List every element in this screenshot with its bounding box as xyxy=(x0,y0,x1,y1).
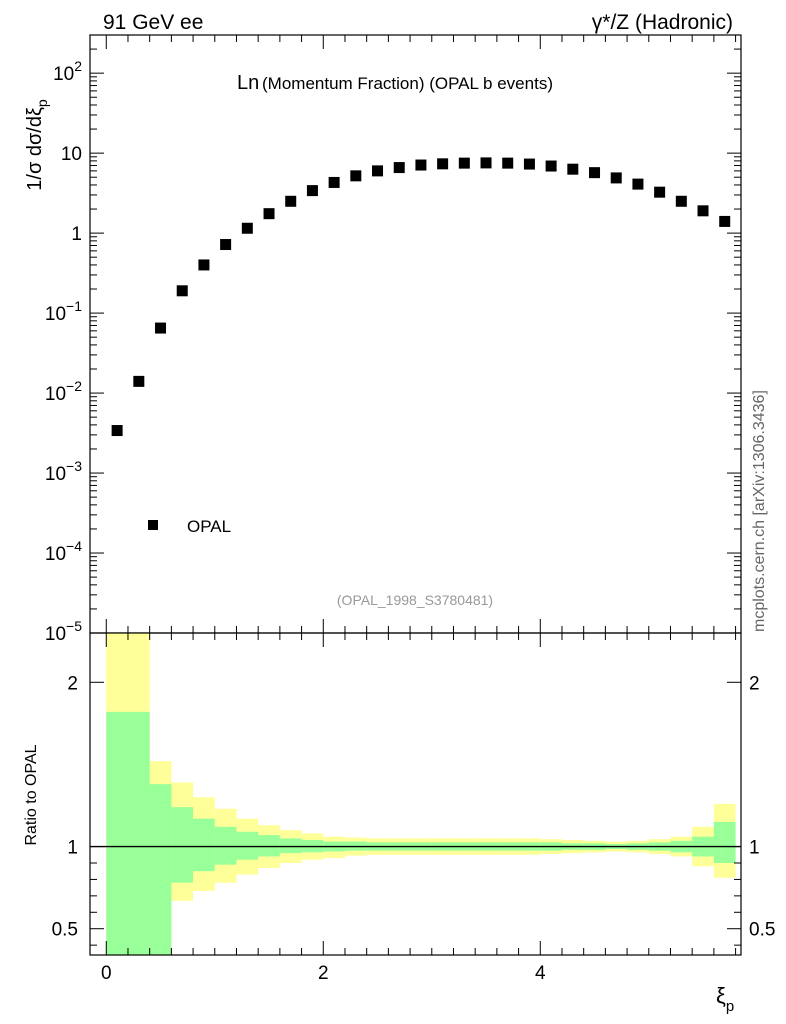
band-inner xyxy=(193,818,215,872)
band-inner xyxy=(106,711,150,955)
data-point xyxy=(632,178,644,190)
x-tick-label: 2 xyxy=(318,963,329,984)
ratio-y-axis-label: Ratio to OPAL xyxy=(23,744,40,845)
data-point xyxy=(589,167,601,179)
x-axis-label: ξp xyxy=(716,983,734,1015)
main-y-tick-label-exp: 2 xyxy=(74,58,82,74)
ratio-y-tick-labels: 0.5 0.5 1 1 2 2 xyxy=(52,673,776,940)
main-y-tick-label-base: 1 xyxy=(71,224,82,245)
ratio-y-tick-label-right: 0.5 xyxy=(749,920,775,941)
ratio-y-tick-label-left: 1 xyxy=(67,838,78,859)
analysis-id: (OPAL_1998_S3780481) xyxy=(337,592,493,608)
main-y-tick-label: 10−5 xyxy=(45,618,82,645)
main-y-tick-label-base: 10 xyxy=(45,384,66,405)
data-point xyxy=(350,170,362,182)
ratio-x-tick-labels: 0 2 4 xyxy=(101,963,546,984)
main-panel: Ln (Momentum Fraction) (OPAL b events) 1… xyxy=(24,34,742,645)
main-frame xyxy=(89,34,742,634)
data-point xyxy=(545,160,557,172)
legend-marker xyxy=(148,520,158,530)
band-inner xyxy=(149,784,172,955)
data-point xyxy=(285,195,297,207)
plot-title-rest: (Momentum Fraction) (OPAL b events) xyxy=(262,74,553,93)
main-y-tick-label-exp: −3 xyxy=(66,458,82,474)
ratio-y-tick-label-right: 1 xyxy=(749,838,760,859)
data-point xyxy=(567,163,579,175)
ratio-y-ticks xyxy=(90,681,741,946)
main-y-tick-label-base: 10 xyxy=(45,544,66,565)
main-y-tick-label-exp: −5 xyxy=(66,618,82,634)
data-point xyxy=(155,322,167,334)
header-energy-label: 91 GeV ee xyxy=(103,11,203,34)
x-axis-label-text: ξ xyxy=(716,983,726,1008)
data-point xyxy=(176,285,188,297)
x-axis-label-sub: p xyxy=(726,998,734,1015)
main-y-tick-label: 10−2 xyxy=(45,378,82,405)
data-point xyxy=(393,162,405,174)
data-point xyxy=(502,157,514,169)
data-point xyxy=(654,186,666,198)
data-point xyxy=(328,176,340,188)
ratio-y-tick-label-left: 0.5 xyxy=(52,920,78,941)
data-point xyxy=(111,425,123,437)
ratio-x-ticks xyxy=(105,633,737,955)
data-point xyxy=(198,259,210,271)
ratio-y-tick-label-right: 2 xyxy=(749,673,760,694)
data-point xyxy=(415,159,427,171)
data-point xyxy=(437,158,449,170)
main-y-tick-label-base: 10 xyxy=(45,624,66,645)
band-inner xyxy=(713,821,736,863)
ratio-y-tick-label-left: 2 xyxy=(67,673,78,694)
data-point xyxy=(458,157,470,169)
data-point xyxy=(220,239,232,251)
main-y-tick-label: 10−3 xyxy=(45,458,82,485)
plot-title-main: Ln xyxy=(237,72,259,94)
band-inner xyxy=(214,826,237,865)
main-y-tick-label-base: 10 xyxy=(61,144,82,165)
band-inner xyxy=(171,807,194,883)
data-point xyxy=(675,195,687,207)
main-y-tick-label-exp: −1 xyxy=(66,298,82,314)
main-y-tick-label-exp: −4 xyxy=(66,538,82,554)
main-y-tick-label: 10−4 xyxy=(45,538,82,565)
data-point xyxy=(133,375,145,387)
legend: OPAL xyxy=(148,517,231,536)
main-y-tick-label-base: 10 xyxy=(45,464,66,485)
main-y-axis-label: 1/σ dσ/dξp xyxy=(24,99,50,191)
header-process-label: γ*/Z (Hadronic) xyxy=(592,11,733,34)
ratio-frame xyxy=(89,632,742,956)
data-point xyxy=(306,185,318,197)
data-point xyxy=(241,222,253,234)
band-inner xyxy=(258,835,280,857)
ratio-panel: 0.5 0.5 1 1 2 2 0 2 4 Ratio to OPAL ξp xyxy=(23,632,776,1015)
main-y-tick-label: 10 xyxy=(61,144,82,165)
data-point xyxy=(372,165,384,177)
main-y-tick-label-exp: −2 xyxy=(66,378,82,394)
main-y-tick-label: 1 xyxy=(71,224,82,245)
data-point xyxy=(263,208,275,220)
data-point xyxy=(610,172,622,184)
band-inner xyxy=(279,838,302,854)
x-tick-label: 4 xyxy=(535,963,546,984)
main-y-axis-label-text: 1/σ dσ/dξ xyxy=(24,107,46,191)
main-y-tick-label-base: 10 xyxy=(45,304,66,325)
ratio-bands xyxy=(106,633,736,955)
legend-label: OPAL xyxy=(187,517,231,536)
data-point xyxy=(719,215,731,227)
main-y-tick-label: 102 xyxy=(53,58,82,85)
main-y-tick-label-base: 10 xyxy=(53,64,74,85)
main-y-axis-label-sub: p xyxy=(34,99,50,107)
main-y-ticks xyxy=(90,34,741,634)
data-markers xyxy=(111,157,731,437)
band-inner xyxy=(236,831,259,860)
watermark: mcplots.cern.ch [arXiv:1306.3436] xyxy=(751,390,768,632)
data-point xyxy=(480,157,492,169)
main-y-tick-label: 10−1 xyxy=(45,298,82,325)
data-point xyxy=(523,158,535,170)
x-tick-label: 0 xyxy=(101,963,112,984)
main-x-ticks xyxy=(105,35,737,633)
data-point xyxy=(697,205,709,217)
